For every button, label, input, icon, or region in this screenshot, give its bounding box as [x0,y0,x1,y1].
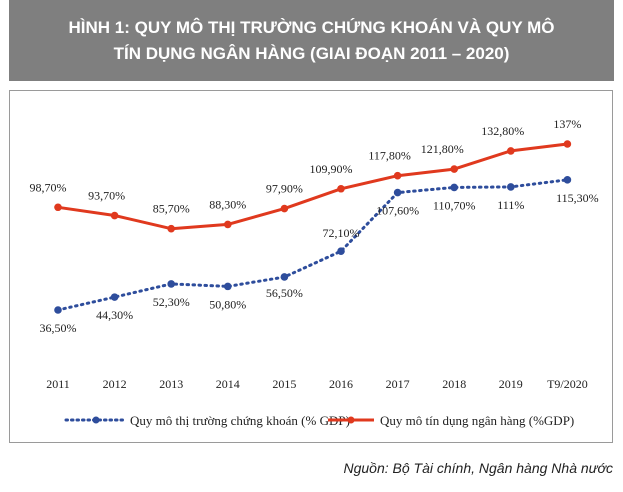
data-label: 36,50% [40,321,77,335]
data-label: 52,30% [153,295,190,309]
source-note: Nguồn: Bộ Tài chính, Ngân hàng Nhà nước [343,460,614,476]
line-chart: 36,50% 44,30% 52,30% 50,80% 56,50% 72,10% 107,… [30,117,599,428]
x-tick-label: 2011 [46,377,70,391]
figure-title-line-2: TÍN DỤNG NGÂN HÀNG (GIAI ĐOẠN 2011 – 202… [113,43,510,63]
plot-area: 36,50% 44,30% 52,30% 50,80% 56,50% 72,10% 107,… [30,117,599,335]
legend: Quy mô thị trường chứng khoán (% GDP) Qu… [64,413,574,428]
data-point [337,184,345,193]
figure-title-line-1: HÌNH 1: QUY MÔ THỊ TRƯỜNG CHỨNG KHOÁN VÀ… [68,17,555,37]
data-point [280,273,289,281]
chart-frame: 36,50% 44,30% 52,30% 50,80% 56,50% 72,10% 107,… [9,90,613,443]
data-point [393,171,402,180]
data-label: 97,90% [266,182,303,196]
x-tick-label: 2017 [386,377,410,391]
x-tick-label: 2012 [103,377,127,391]
data-point [110,293,119,301]
x-tick-label: T9/2020 [547,377,588,391]
data-point [224,220,232,229]
data-point [167,280,175,288]
series-bank-credit: 98,70% 93,70% 85,70% 88,30% 97,90% 109,90% 117… [30,117,581,233]
data-label: 109,90% [310,162,353,176]
data-point [224,282,232,291]
data-label: 115,30% [556,191,599,205]
data-label: 85,70% [153,202,190,216]
data-label: 44,30% [96,308,133,322]
data-label: 117,80% [368,149,411,163]
x-tick-label: 2016 [329,377,353,391]
data-point [54,203,62,212]
data-point [337,247,345,255]
x-tick-label: 2019 [499,377,523,391]
data-label: 93,70% [88,189,125,203]
data-label: 72,10% [323,226,360,240]
data-label: 137% [553,117,581,131]
figure-title: HÌNH 1: QUY MÔ THỊ TRƯỜNG CHỨNG KHOÁN VÀ… [9,0,614,81]
x-tick-label: 2015 [272,377,296,391]
data-label: 121,80% [421,142,464,156]
legend-label-stock: Quy mô thị trường chứng khoán (% GDP) [130,413,350,428]
data-label: 56,50% [266,286,303,300]
data-point [450,183,459,192]
data-label: 98,70% [30,180,67,194]
data-label: 50,80% [209,297,246,311]
data-point [167,224,175,233]
data-point [507,147,515,155]
data-point [280,204,289,213]
data-point [393,188,402,197]
data-label: 132,80% [481,124,524,138]
data-label: 107,60% [376,204,419,218]
data-point [507,183,515,191]
legend-label-credit: Quy mô tín dụng ngân hàng (%GDP) [380,413,574,428]
x-tick-label: 2013 [159,377,183,391]
data-point [450,165,459,173]
data-label: 111% [497,198,524,212]
series-line-credit [56,142,569,231]
x-axis: 2011 2012 2013 2014 2015 2016 2017 2018 2019 T9/2… [46,377,588,391]
data-point [563,140,572,148]
x-tick-label: 2014 [216,377,240,391]
data-label: 88,30% [209,197,246,211]
data-label: 110,70% [433,198,476,212]
data-point [110,211,119,220]
legend-marker-stock [92,416,100,424]
legend-marker-credit [347,416,355,424]
x-tick-label: 2018 [442,377,466,391]
data-point [54,306,62,314]
series-stock-market: 36,50% 44,30% 52,30% 50,80% 56,50% 72,10% 107,… [40,176,599,335]
data-point [563,176,572,184]
